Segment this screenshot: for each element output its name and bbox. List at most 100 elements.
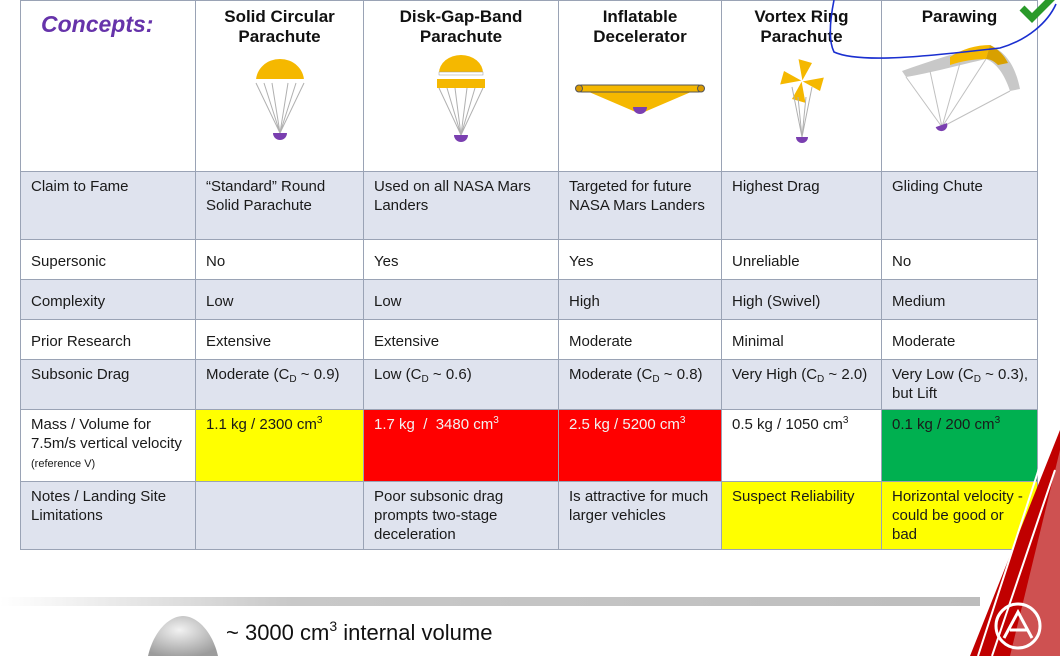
table-row: Complexity Low Low High High (Swivel) Me… — [20, 279, 1038, 320]
row-label: Prior Research — [20, 319, 196, 360]
solid-circular-parachute-icon — [255, 59, 304, 140]
table-cell: 2.5 kg / 5200 cm3 — [558, 409, 722, 482]
row-label: Mass / Volume for 7.5m/s vertical veloci… — [20, 409, 196, 482]
table-row: Claim to Fame “Standard” Round Solid Par… — [20, 171, 1038, 240]
column-header-inflatable: Inflatable Decelerator — [558, 0, 722, 172]
drag-prefix: Very Low (C — [892, 366, 974, 383]
volume-note-suffix: internal volume — [337, 620, 493, 645]
column-title: Parawing — [921, 7, 998, 26]
table-cell: Very Low (CD ~ 0.3), but Lift — [881, 359, 1038, 410]
inflatable-decelerator-icon — [575, 84, 705, 114]
drag-suffix: ~ 0.9) — [296, 366, 340, 383]
table-row: Notes / Landing Site Limitations Poor su… — [20, 481, 1038, 550]
table-cell: 0.1 kg / 200 cm3 — [881, 409, 1038, 482]
drag-suffix: ~ 0.8) — [659, 366, 703, 383]
concepts-label: Concepts: — [20, 0, 196, 172]
drag-subscript: D — [421, 374, 429, 385]
drag-subscript: D — [289, 374, 297, 385]
row-label: Claim to Fame — [20, 171, 196, 240]
table-cell: High — [558, 279, 722, 320]
table-cell: No — [881, 239, 1038, 280]
table-cell: 1.7 kg / 3480 cm3 — [363, 409, 559, 482]
table-cell: Horizontal velocity -could be good or ba… — [881, 481, 1038, 550]
column-title: Vortex Ring Parachute — [754, 7, 849, 46]
row-label: Subsonic Drag — [20, 359, 196, 410]
drag-suffix: ~ 0.6) — [428, 366, 472, 383]
mass-volume-text: 0.5 kg / 1050 cm — [732, 416, 843, 433]
table-cell: Targeted for future NASA Mars Landers — [558, 171, 722, 240]
concepts-comparison-table: Concepts: Solid Circular Parachute Disk-… — [20, 0, 1038, 550]
superscript: 3 — [679, 415, 686, 426]
table-cell: Low — [363, 279, 559, 320]
column-title: Solid Circular Parachute — [224, 7, 335, 46]
drag-suffix: ~ 2.0) — [824, 366, 868, 383]
table-cell: High (Swivel) — [721, 279, 882, 320]
volume-note-prefix: ~ 3000 cm — [226, 620, 330, 645]
row-label: Notes / Landing Site Limitations — [20, 481, 196, 550]
mass-volume-text: 1.7 kg / 3480 cm — [374, 416, 494, 433]
table-cell: Extensive — [363, 319, 559, 360]
table-cell: 0.5 kg / 1050 cm3 — [721, 409, 882, 482]
column-header-disk-gap-band: Disk-Gap-Band Parachute — [363, 0, 559, 172]
row-label: Supersonic — [20, 239, 196, 280]
volume-note-sup: 3 — [329, 618, 338, 634]
table-cell: “Standard” Round Solid Parachute — [195, 171, 364, 240]
mass-volume-text: 0.1 kg / 200 cm — [892, 416, 995, 433]
table-row: Subsonic Drag Moderate (CD ~ 0.9) Low (C… — [20, 359, 1038, 410]
disk-gap-band-parachute-icon — [437, 55, 485, 142]
hand-drawn-annotation-icon — [829, 0, 1057, 59]
logo-icon — [970, 430, 1060, 656]
table-cell: Extensive — [195, 319, 364, 360]
row-label: Complexity — [20, 279, 196, 320]
header-row: Concepts: Solid Circular Parachute Disk-… — [20, 0, 1038, 172]
table-cell: Suspect Reliability — [721, 481, 882, 550]
mass-volume-text: 2.5 kg / 5200 cm — [569, 416, 680, 433]
table-cell: Yes — [558, 239, 722, 280]
drag-suffix: ~ 0.3), but Lift — [892, 366, 1029, 402]
table-cell: Minimal — [721, 319, 882, 360]
table-cell: Is attractive for much larger vehicles — [558, 481, 722, 550]
volume-note: ~ 3000 cm3 internal volume — [226, 618, 493, 646]
table-row: Supersonic No Yes Yes Unreliable No — [20, 239, 1038, 280]
table-cell: Very High (CD ~ 2.0) — [721, 359, 882, 410]
column-header-parawing: Parawing — [881, 0, 1038, 172]
vortex-ring-parachute-icon — [779, 58, 824, 143]
drag-prefix: Low (C — [374, 366, 422, 383]
table-cell: 1.1 kg / 2300 cm3 — [195, 409, 364, 482]
drag-prefix: Moderate (C — [206, 366, 290, 383]
footer-divider — [0, 597, 980, 606]
table-cell: No — [195, 239, 364, 280]
superscript: 3 — [493, 415, 499, 426]
superscript: 3 — [842, 415, 849, 426]
capsule-icon — [148, 616, 218, 656]
table-cell: Low — [195, 279, 364, 320]
mass-volume-text: 1.1 kg / 2300 cm — [206, 416, 317, 433]
table-cell — [195, 481, 364, 550]
table-cell: Used on all NASA Mars Landers — [363, 171, 559, 240]
drag-subscript: D — [973, 374, 981, 385]
column-title: Inflatable Decelerator — [593, 7, 687, 46]
row-label-small: (reference V) — [31, 458, 96, 470]
table-row: Prior Research Extensive Extensive Moder… — [20, 319, 1038, 360]
row-label-main: Mass / Volume for 7.5m/s vertical veloci… — [31, 416, 182, 452]
table-cell: Moderate — [558, 319, 722, 360]
table-cell: Poor subsonic drag prompts two-stage dec… — [363, 481, 559, 550]
column-header-vortex-ring: Vortex Ring Parachute — [721, 0, 882, 172]
table-cell: Yes — [363, 239, 559, 280]
column-title: Disk-Gap-Band Parachute — [399, 7, 523, 46]
column-header-solid-circular: Solid Circular Parachute — [195, 0, 364, 172]
drag-prefix: Very High (C — [732, 366, 818, 383]
drag-prefix: Moderate (C — [569, 366, 653, 383]
table-cell: Gliding Chute — [881, 171, 1038, 240]
table-cell: Unreliable — [721, 239, 882, 280]
drag-subscript: D — [817, 374, 825, 385]
table-cell: Moderate — [881, 319, 1038, 360]
superscript: 3 — [316, 415, 323, 426]
table-row: Mass / Volume for 7.5m/s vertical veloci… — [20, 409, 1038, 482]
table-cell: Moderate (CD ~ 0.9) — [195, 359, 364, 410]
superscript: 3 — [994, 415, 1001, 426]
table-cell: Low (CD ~ 0.6) — [363, 359, 559, 410]
drag-subscript: D — [652, 374, 660, 385]
table-cell: Moderate (CD ~ 0.8) — [558, 359, 722, 410]
table-cell: Highest Drag — [721, 171, 882, 240]
